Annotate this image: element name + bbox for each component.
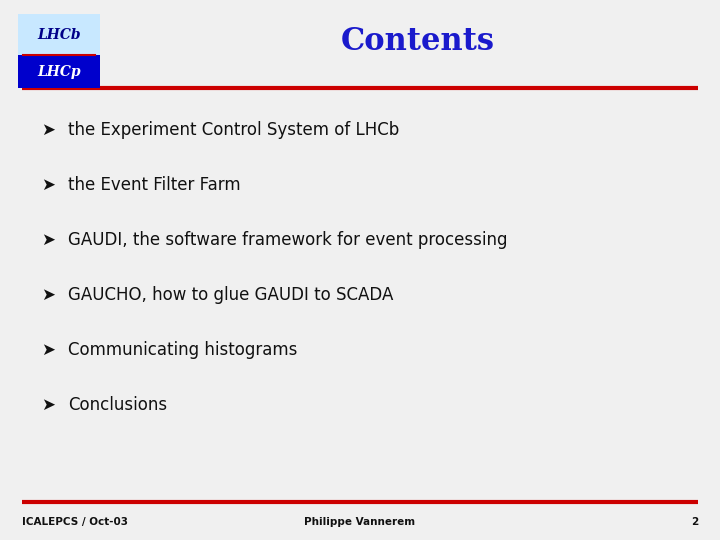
Text: Contents: Contents: [341, 26, 495, 57]
Text: the Event Filter Farm: the Event Filter Farm: [68, 176, 240, 194]
Text: LHCb: LHCb: [37, 28, 81, 42]
Bar: [18, 56, 100, 88]
Text: ICALEPCS / Oct-03: ICALEPCS / Oct-03: [22, 517, 128, 527]
Text: LHCp: LHCp: [37, 65, 81, 79]
Text: ➤: ➤: [41, 176, 55, 194]
Text: GAUDI, the software framework for event processing: GAUDI, the software framework for event …: [68, 231, 508, 249]
Text: GAUCHO, how to glue GAUDI to SCADA: GAUCHO, how to glue GAUDI to SCADA: [68, 286, 393, 304]
Text: ➤: ➤: [41, 231, 55, 249]
Text: ➤: ➤: [41, 396, 55, 414]
Text: ➤: ➤: [41, 121, 55, 139]
Text: ➤: ➤: [41, 286, 55, 304]
Bar: [18, 14, 100, 56]
Text: ➤: ➤: [41, 341, 55, 359]
Text: Communicating histograms: Communicating histograms: [68, 341, 297, 359]
Text: Philippe Vannerem: Philippe Vannerem: [305, 517, 415, 527]
Text: Conclusions: Conclusions: [68, 396, 167, 414]
Text: the Experiment Control System of LHCb: the Experiment Control System of LHCb: [68, 121, 400, 139]
Text: 2: 2: [690, 517, 698, 527]
